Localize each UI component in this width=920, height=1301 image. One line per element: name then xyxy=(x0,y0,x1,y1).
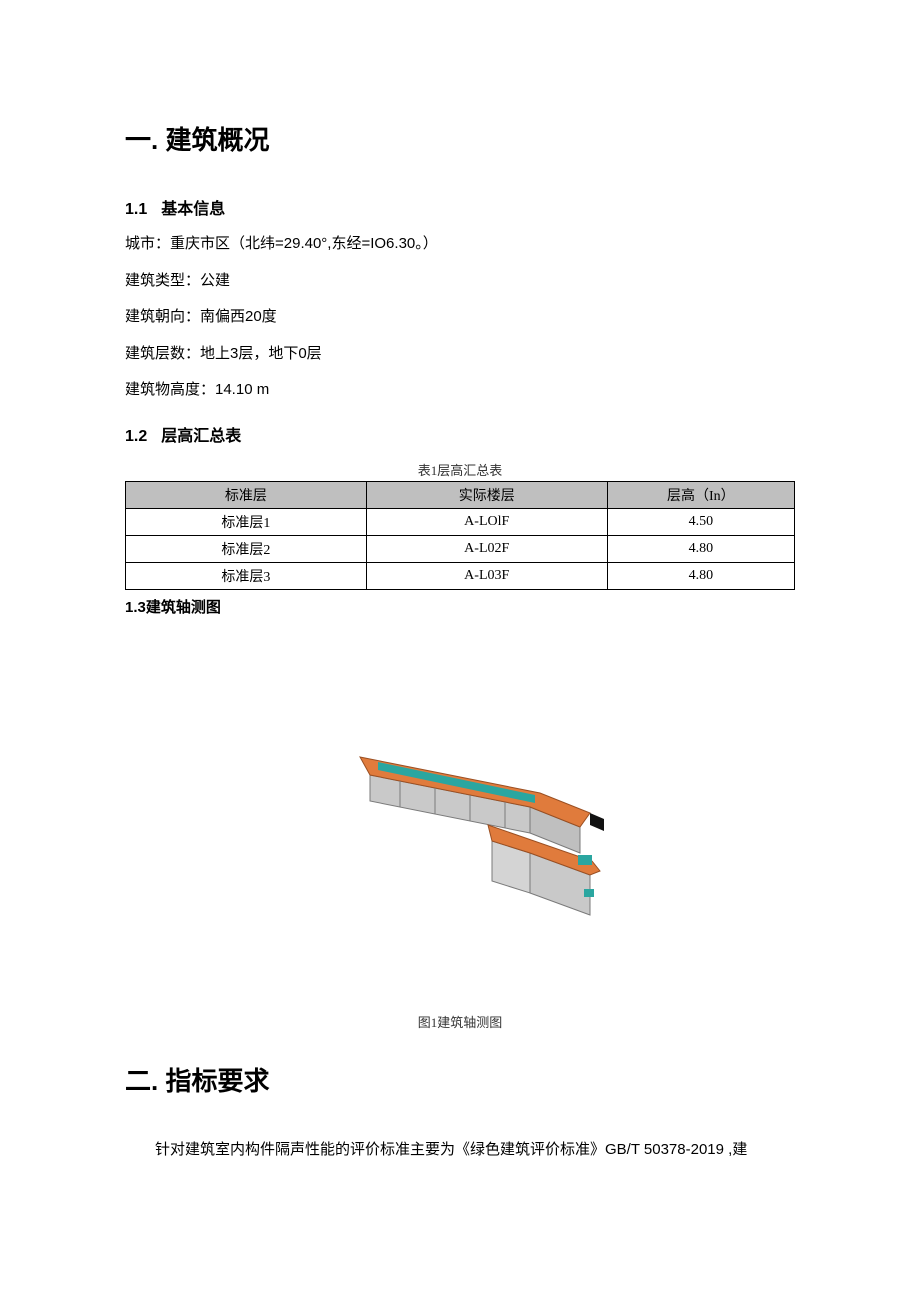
cell: 4.50 xyxy=(607,508,794,535)
cell: 4.80 xyxy=(607,562,794,589)
cell: A-L03F xyxy=(366,562,607,589)
info-type: 建筑类型：公建 xyxy=(125,270,795,293)
subsection-1-2-num: 1.2 xyxy=(125,428,147,445)
info-floors: 建筑层数：地上3层，地下0层 xyxy=(125,343,795,366)
section2-title: 二. 指标要求 xyxy=(125,1061,795,1098)
th-std-floor: 标准层 xyxy=(126,481,367,508)
cell: 标准层1 xyxy=(126,508,367,535)
section2-para1: 针对建筑室内构件隔声性能的评价标准主要为《绿色建筑评价标准》GB/T 50378… xyxy=(125,1136,795,1163)
th-actual-floor: 实际楼层 xyxy=(366,481,607,508)
info-city: 城市：重庆市区（北纬=29.40°,东经=IO6.30。） xyxy=(125,233,795,256)
cell: 标准层3 xyxy=(126,562,367,589)
table-row: 标准层1 A-LOlF 4.50 xyxy=(126,508,795,535)
info-height: 建筑物高度：14.10 m xyxy=(125,379,795,402)
section1-title: 一. 建筑概况 xyxy=(125,120,795,157)
figure1-container: 图1建筑轴测图 xyxy=(125,657,795,1031)
subsection-1-2-title: 1.2 层高汇总表 xyxy=(125,422,795,446)
table-row: 标准层3 A-L03F 4.80 xyxy=(126,562,795,589)
subsection-1-3-title: 1.3建筑轴测图 xyxy=(125,596,795,617)
building-axon-figure xyxy=(260,657,660,977)
figure1-caption: 图1建筑轴测图 xyxy=(125,1012,795,1031)
cell: A-LOlF xyxy=(366,508,607,535)
cell: A-L02F xyxy=(366,535,607,562)
subsection-1-2-label: 层高汇总表 xyxy=(161,428,241,445)
table-row: 标准层2 A-L02F 4.80 xyxy=(126,535,795,562)
table-header-row: 标准层 实际楼层 层高（In） xyxy=(126,481,795,508)
cell: 标准层2 xyxy=(126,535,367,562)
info-orientation: 建筑朝向：南偏西20度 xyxy=(125,306,795,329)
floor-height-table: 标准层 实际楼层 层高（In） 标准层1 A-LOlF 4.50 标准层2 A-… xyxy=(125,481,795,590)
document-page: 一. 建筑概况 1.1 基本信息 城市：重庆市区（北纬=29.40°,东经=IO6… xyxy=(0,0,920,1301)
th-floor-height: 层高（In） xyxy=(607,481,794,508)
subsection-1-1-num: 1.1 xyxy=(125,201,147,218)
cell: 4.80 xyxy=(607,535,794,562)
table1-caption: 表1层高汇总表 xyxy=(125,460,795,479)
subsection-1-1-title: 1.1 基本信息 xyxy=(125,195,795,219)
subsection-1-1-label: 基本信息 xyxy=(161,201,225,218)
